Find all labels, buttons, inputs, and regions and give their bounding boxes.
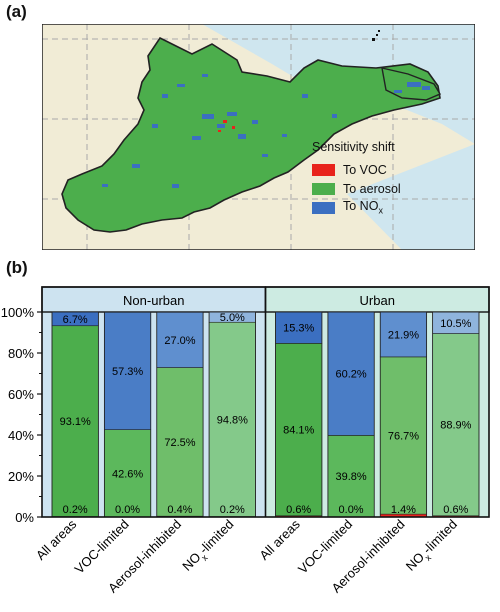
bar-segment-aerosol <box>327 435 375 518</box>
bar-segment-nox <box>275 311 323 344</box>
bar-label-voc: 0.6% <box>286 504 311 516</box>
bar-label-aerosol: 94.8% <box>217 414 248 426</box>
y-tick-label: 80% <box>8 346 34 361</box>
legend-label-nox-base: To NO <box>343 199 379 214</box>
legend-swatch-nox <box>312 201 335 214</box>
y-tick-label: 0% <box>15 510 34 525</box>
bar-label-aerosol: 84.1% <box>283 425 314 437</box>
islands <box>372 30 380 41</box>
bar-label-voc: 0.4% <box>167 504 192 516</box>
bar-segment-aerosol <box>432 333 480 517</box>
bar-segment-nox <box>327 311 375 436</box>
bar-segment-nox <box>104 311 152 430</box>
bar-label-nox: 5.0% <box>220 312 245 324</box>
legend-label-aerosol: To aerosol <box>343 181 401 196</box>
category-tick-text: NO <box>179 549 203 573</box>
category-tick-label: NOx-limited <box>179 517 239 577</box>
legend-swatch-aerosol <box>312 182 335 195</box>
legend-label-nox-sub: x <box>378 205 383 216</box>
legend-item-voc: To VOC <box>312 160 430 179</box>
panel-a-label: (a) <box>6 2 27 21</box>
bar-label-voc: 0.0% <box>115 504 140 516</box>
bar-label-voc: 0.6% <box>443 504 468 516</box>
stacked-bar-chart: Non-urban 0.2% 93.1% 6.7% All areas 0.0% 42.6%… <box>1 286 490 596</box>
bar-segment-voc <box>380 514 427 517</box>
legend-swatch-voc <box>312 163 335 176</box>
bar-segment-aerosol <box>104 429 152 518</box>
category-tick-label: NOx-limited <box>403 517 463 577</box>
bar-label-voc: 0.2% <box>63 504 88 516</box>
category-tick-text: All areas <box>256 516 303 563</box>
bar-label-aerosol: 42.6% <box>112 468 143 480</box>
bar-label-voc: 1.4% <box>391 504 416 516</box>
bar-label-aerosol: 76.7% <box>388 431 419 443</box>
bar-label-nox: 10.5% <box>440 318 471 330</box>
nox-patches <box>102 74 430 188</box>
legend-label-nox: To NOx <box>343 199 383 216</box>
group-header-1 <box>264 286 490 313</box>
bar-label-nox: 27.0% <box>164 335 195 347</box>
bar-label-aerosol: 93.1% <box>60 416 91 428</box>
legend-title: Sensitivity shift <box>312 140 395 154</box>
category-tick-suffix: -limited <box>420 517 460 557</box>
legend-item-aerosol: To aerosol <box>312 179 430 198</box>
category-tick-text: All areas <box>33 516 80 563</box>
map-sea-south <box>347 144 475 250</box>
bar-label-nox: 60.2% <box>335 369 366 381</box>
category-tick-sub: x <box>199 552 210 563</box>
voc-patches <box>218 120 235 132</box>
bar-label-nox: 21.9% <box>388 329 419 341</box>
map-legend: Sensitivity shift To VOC To aerosol To N… <box>312 140 430 217</box>
y-tick-label: 100% <box>1 305 35 320</box>
category-tick-label: All areas <box>256 516 303 563</box>
bar-label-nox: 15.3% <box>283 323 314 335</box>
group-header-label-1: Urban <box>360 293 395 308</box>
bar-segment-nox <box>156 311 204 368</box>
bar-label-voc: 0.0% <box>339 504 364 516</box>
bar-label-aerosol: 88.9% <box>440 420 471 432</box>
study-region <box>61 36 441 233</box>
panel-b-label: (b) <box>6 258 28 277</box>
bar-label-nox: 6.7% <box>63 314 88 326</box>
map-sea <box>202 24 475 144</box>
bar-label-aerosol: 39.8% <box>335 471 366 483</box>
legend-item-nox: To NOx <box>312 198 430 217</box>
bar-label-voc: 0.2% <box>220 504 245 516</box>
bar-segment-aerosol <box>51 325 99 517</box>
category-tick-label: All areas <box>33 516 80 563</box>
legend-label-voc: To VOC <box>343 162 387 177</box>
y-tick-label: 20% <box>8 469 34 484</box>
group-header-label-0: Non-urban <box>123 293 184 308</box>
category-tick-suffix: -limited <box>196 517 236 557</box>
bar-label-nox: 57.3% <box>112 366 143 378</box>
y-tick-label: 40% <box>8 428 34 443</box>
bar-label-aerosol: 72.5% <box>164 437 195 449</box>
bar-segment-aerosol <box>275 343 323 517</box>
category-tick-text: NO <box>403 549 427 573</box>
category-tick-sub: x <box>423 552 434 563</box>
y-tick-label: 60% <box>8 387 34 402</box>
sensitivity-map <box>42 24 475 250</box>
bar-segment-aerosol <box>156 367 204 517</box>
